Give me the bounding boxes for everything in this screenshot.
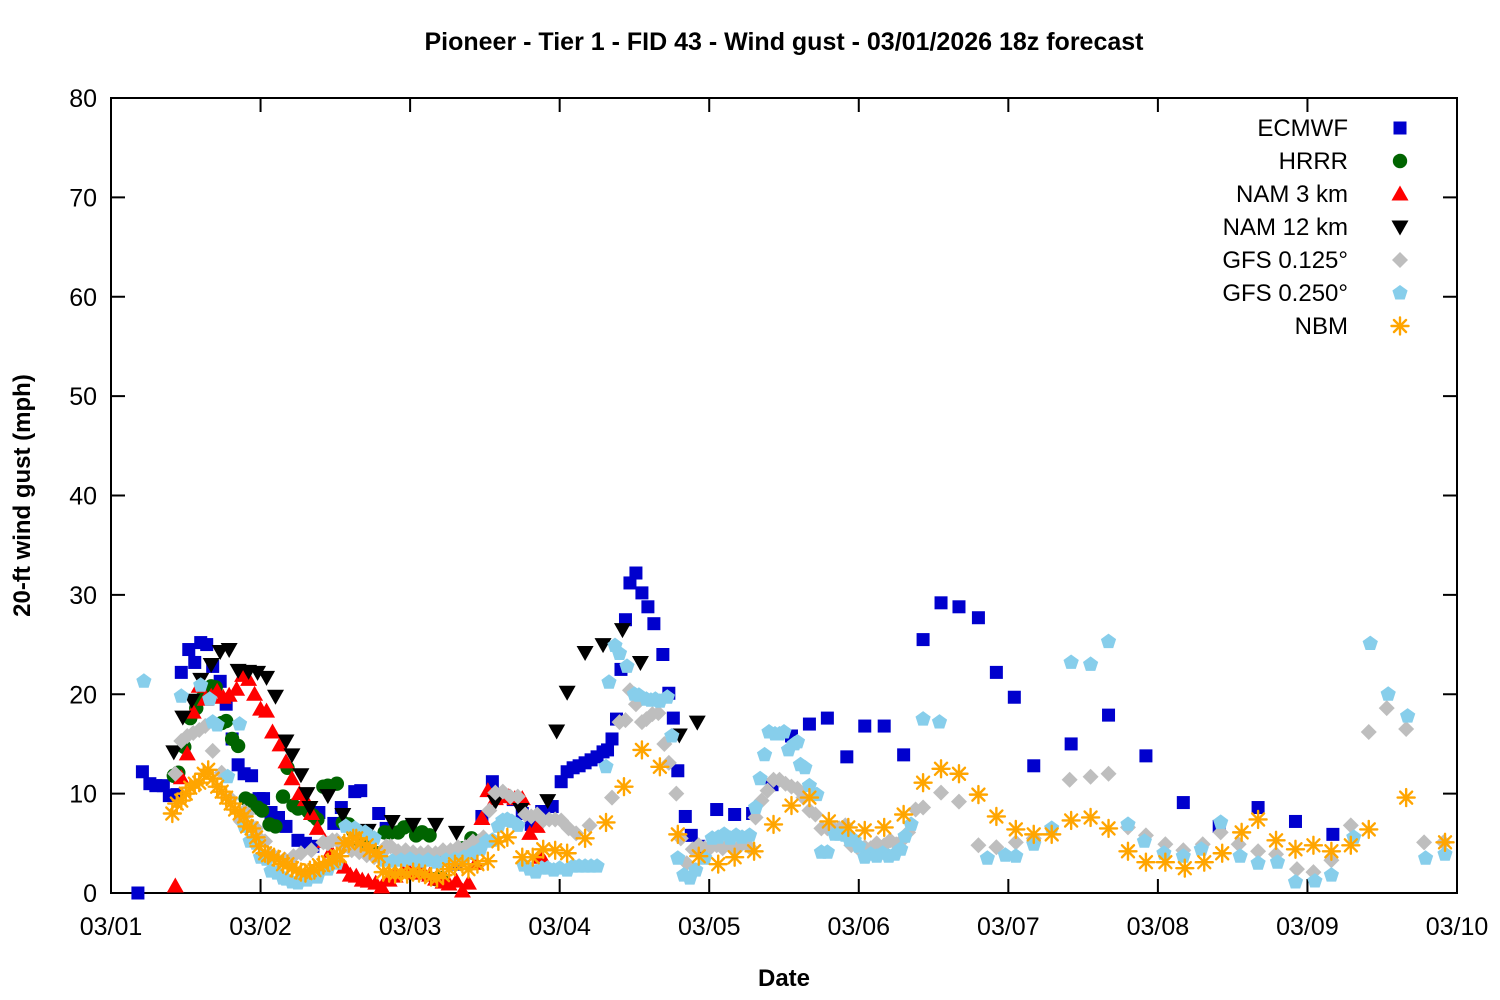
x-tick-label: 03/03 [379, 913, 442, 941]
legend-marker-nbm-icon [1390, 316, 1410, 336]
legend-item-nbm: NBM [1295, 313, 1410, 340]
legend-marker-hrrr-icon [1392, 153, 1408, 169]
x-axis-label: Date [758, 965, 810, 992]
x-tick-label: 03/09 [1276, 913, 1339, 941]
y-tick-label: 20 [69, 681, 97, 709]
y-tick-label: 10 [69, 781, 97, 809]
legend-item-ecmwf: ECMWF [1257, 115, 1407, 142]
legend-label: GFS 0.125° [1222, 247, 1348, 274]
legend-marker-gfs-0-125-icon [1392, 252, 1408, 268]
legend-marker-nam-12-km-icon [1391, 220, 1409, 236]
y-tick-label: 70 [69, 184, 97, 212]
legend-label: HRRR [1279, 148, 1348, 175]
chart-title: Pioneer - Tier 1 - FID 43 - Wind gust - … [424, 28, 1144, 56]
y-tick-label: 50 [69, 383, 97, 411]
legend-label: ECMWF [1257, 115, 1348, 142]
legend-item-gfs-0-125: GFS 0.125° [1222, 247, 1408, 274]
axis-ticks: 0 10 20 30 40 50 60 70 80 03/01 03/02 03/03 03/04 03/… [69, 85, 1488, 941]
y-tick-label: 30 [69, 582, 97, 610]
legend: ECMWF HRRR NAM 3 km NAM 12 km GFS 0.125° GFS … [1222, 115, 1410, 340]
x-tick-label: 03/01 [80, 913, 143, 941]
legend-item-hrrr: HRRR [1279, 148, 1408, 175]
legend-marker-ecmwf-icon [1393, 121, 1407, 135]
x-tick-label: 03/07 [977, 913, 1040, 941]
legend-marker-gfs-0-250-icon [1392, 285, 1408, 300]
x-tick-label: 03/02 [229, 913, 292, 941]
x-tick-label: 03/06 [827, 913, 890, 941]
x-tick-label: 03/08 [1127, 913, 1190, 941]
legend-label: NAM 3 km [1236, 181, 1348, 208]
series-nbm [162, 740, 1455, 888]
y-tick-label: 40 [69, 483, 97, 511]
legend-label: GFS 0.250° [1222, 280, 1348, 307]
legend-label: NAM 12 km [1223, 214, 1348, 241]
y-tick-label: 60 [69, 284, 97, 312]
legend-label: NBM [1295, 313, 1348, 340]
legend-item-nam-3-km: NAM 3 km [1236, 181, 1409, 208]
y-axis-label: 20-ft wind gust (mph) [9, 374, 36, 617]
y-tick-label: 80 [69, 85, 97, 113]
legend-item-nam-12-km: NAM 12 km [1223, 214, 1409, 241]
x-tick-label: 03/04 [528, 913, 591, 941]
x-tick-label: 03/05 [678, 913, 741, 941]
y-tick-label: 0 [83, 880, 97, 908]
x-tick-label: 03/10 [1426, 913, 1489, 941]
legend-item-gfs-0-250: GFS 0.250° [1222, 280, 1408, 307]
legend-marker-nam-3-km-icon [1391, 185, 1409, 201]
